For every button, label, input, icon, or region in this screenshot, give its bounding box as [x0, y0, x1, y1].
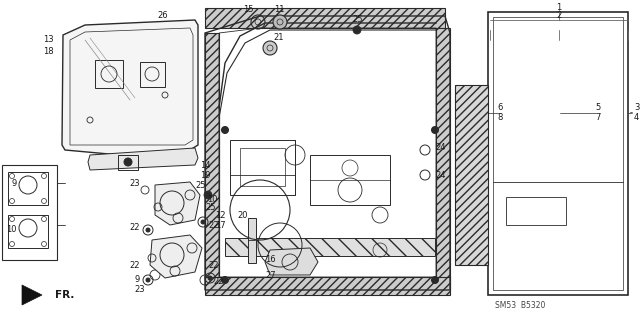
- Text: 10: 10: [207, 196, 218, 204]
- Text: 22: 22: [213, 278, 223, 286]
- Bar: [8, 215, 48, 248]
- Bar: [95, 60, 123, 88]
- Polygon shape: [205, 33, 219, 290]
- Text: 1: 1: [556, 4, 562, 12]
- Text: 25: 25: [205, 203, 216, 211]
- Polygon shape: [205, 277, 450, 295]
- Text: 15: 15: [243, 5, 253, 14]
- Polygon shape: [150, 235, 202, 278]
- Circle shape: [208, 276, 212, 280]
- Bar: [240, 148, 285, 186]
- Text: FR.: FR.: [55, 290, 74, 300]
- Text: 13: 13: [43, 35, 53, 44]
- Text: 11: 11: [274, 5, 284, 14]
- Polygon shape: [455, 85, 488, 265]
- Text: 4: 4: [634, 114, 639, 122]
- Circle shape: [221, 277, 228, 284]
- Circle shape: [124, 158, 132, 166]
- Polygon shape: [155, 182, 200, 225]
- Text: 19: 19: [200, 170, 211, 180]
- Bar: [2, 165, 57, 260]
- Polygon shape: [488, 12, 628, 295]
- Text: 22: 22: [129, 224, 140, 233]
- Circle shape: [263, 41, 277, 55]
- Text: 16: 16: [265, 256, 276, 264]
- Text: 10: 10: [6, 226, 17, 234]
- Polygon shape: [62, 20, 198, 155]
- Text: 5: 5: [595, 103, 600, 113]
- Circle shape: [273, 15, 287, 29]
- Polygon shape: [265, 248, 318, 275]
- Text: 26: 26: [157, 11, 168, 20]
- Text: 18: 18: [43, 48, 53, 56]
- Text: 6: 6: [497, 103, 502, 113]
- Text: 22: 22: [129, 261, 140, 270]
- Circle shape: [353, 26, 361, 34]
- Text: 21: 21: [274, 33, 284, 42]
- Text: SM53  B5320: SM53 B5320: [495, 300, 545, 309]
- Bar: [225, 238, 435, 256]
- Text: 23: 23: [134, 286, 145, 294]
- Text: 9: 9: [12, 179, 17, 188]
- Text: 23: 23: [129, 179, 140, 188]
- Circle shape: [146, 228, 150, 232]
- Circle shape: [201, 220, 205, 224]
- Text: 24: 24: [435, 170, 445, 180]
- Text: 22: 22: [208, 220, 218, 229]
- Bar: [506, 197, 566, 225]
- Bar: [118, 155, 138, 170]
- Text: 24: 24: [435, 144, 445, 152]
- Text: 12: 12: [215, 211, 225, 219]
- Bar: [230, 140, 295, 195]
- Text: 3: 3: [634, 103, 639, 113]
- Bar: [248, 218, 256, 263]
- Text: 27: 27: [265, 271, 276, 279]
- Text: 25: 25: [195, 181, 205, 189]
- Circle shape: [431, 127, 438, 133]
- Text: 22: 22: [208, 261, 218, 270]
- Text: 20: 20: [237, 211, 248, 219]
- Text: 17: 17: [214, 220, 225, 229]
- Circle shape: [155, 22, 171, 38]
- Circle shape: [221, 127, 228, 133]
- Polygon shape: [22, 285, 42, 305]
- Text: 2: 2: [556, 11, 562, 20]
- Text: 8: 8: [497, 114, 502, 122]
- Bar: [310, 155, 390, 205]
- Text: 9: 9: [135, 276, 140, 285]
- Polygon shape: [88, 148, 198, 170]
- Text: 14: 14: [200, 160, 211, 169]
- Polygon shape: [205, 8, 445, 28]
- Circle shape: [204, 191, 212, 199]
- Circle shape: [146, 278, 150, 282]
- Bar: [140, 62, 165, 87]
- Polygon shape: [436, 28, 450, 290]
- Circle shape: [431, 277, 438, 284]
- Text: 25: 25: [353, 16, 364, 25]
- Text: 7: 7: [595, 114, 601, 122]
- Bar: [8, 172, 48, 205]
